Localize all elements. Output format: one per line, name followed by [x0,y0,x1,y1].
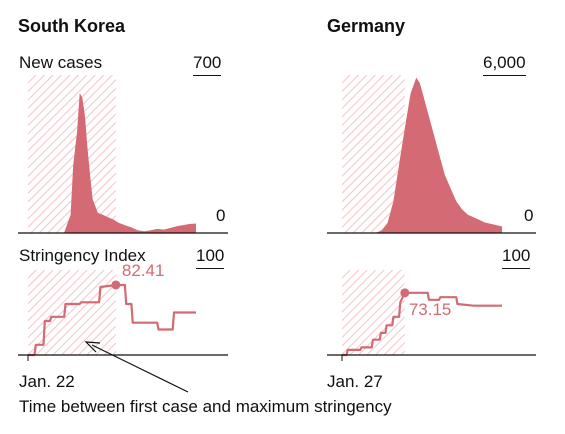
germany-stringency-max-tick: 100 [502,246,531,269]
stringency-index-label: Stringency Index [19,246,146,265]
germany-stringency-line [342,291,502,357]
korea-stringency-max-marker [111,280,121,290]
germany-stringency-max-marker [400,288,410,298]
korea-cases-zero-tick: 0 [216,206,226,225]
germany-cases-zero-tick: 0 [524,206,534,225]
annotation-text: Time between first case and maximum stri… [19,397,392,416]
germany-cases-area [342,77,502,233]
korea-stringency-max-label: 82.41 [122,261,165,280]
annotation-arrowhead [84,341,101,353]
germany-cases-max-tick: 6,000 [483,53,526,76]
annotation-pointer-line [91,344,189,393]
chart-title-south-korea: South Korea [18,16,126,36]
korea-start-date-label: Jan. 22 [19,372,75,391]
korea-cases-max-tick: 700 [193,53,222,76]
korea-stringency-line [28,283,196,357]
germany-start-date-label: Jan. 27 [327,372,383,391]
new-cases-label: New cases [19,53,103,72]
germany-stringency-max-label: 73.15 [409,300,452,319]
korea-stringency-max-tick: 100 [196,246,225,269]
korea-stringency-shaded-period [28,270,116,355]
chart-title-germany: Germany [327,16,406,36]
